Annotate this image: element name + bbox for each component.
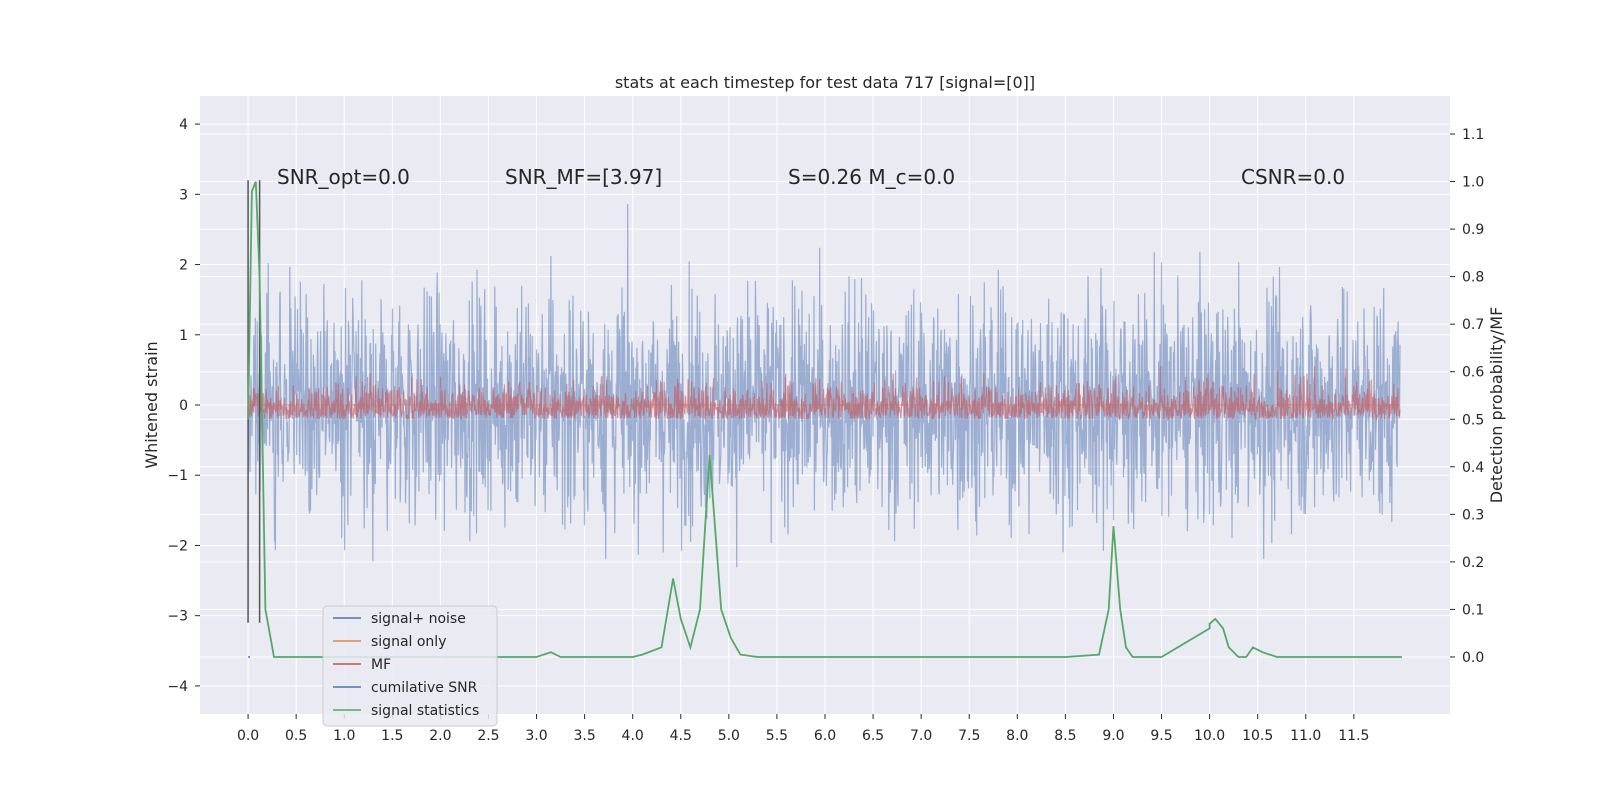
- x-tick-label: 8.0: [1006, 728, 1028, 744]
- y-tick-label: 1: [179, 328, 188, 344]
- legend-label-signal-only: signal only: [371, 634, 446, 650]
- y2-tick-label: 0.8: [1462, 270, 1484, 286]
- legend: signal+ noise signal only MF cumilative …: [322, 605, 498, 727]
- x-tick-label: 1.5: [381, 728, 403, 744]
- x-tick-label: 4.0: [622, 728, 644, 744]
- x-tick-label: 7.0: [910, 728, 932, 744]
- y2-tick-label: 1.0: [1462, 175, 1484, 191]
- legend-label-cumulative-snr: cumilative SNR: [371, 680, 478, 696]
- y2-tick-label: 0.3: [1462, 507, 1484, 523]
- x-tick-label: 1.0: [333, 728, 355, 744]
- y-tick-label: 0: [179, 398, 188, 414]
- x-tick-label: 4.5: [670, 728, 692, 744]
- y2-tick-label: 0.2: [1462, 555, 1484, 571]
- annotation-snr-opt: SNR_opt=0.0: [277, 165, 410, 189]
- x-tick-label: 0.0: [237, 728, 259, 744]
- y2-axis-label: Detection probability/MF: [1487, 307, 1506, 504]
- x-tick-label: 3.0: [525, 728, 547, 744]
- x-tick-label: 11.0: [1290, 728, 1321, 744]
- annotation-s-mc: S=0.26 M_c=0.0: [788, 165, 955, 189]
- y-tick-label: −1: [167, 468, 188, 484]
- legend-label-mf: MF: [371, 657, 391, 673]
- legend-box: [322, 605, 498, 727]
- series-mf: [247, 365, 1401, 421]
- tick-labels: 0.0 0.5 1.0 1.5 2.0 2.5 3.0 3.5 4.0 4.5 5.0 5.5 6.0 6…: [167, 117, 1484, 744]
- x-tick-label: 2.0: [429, 728, 451, 744]
- y-axis-label: Whitened strain: [142, 341, 161, 468]
- y-tick-label: −2: [167, 538, 188, 554]
- annotation-snr-mf: SNR_MF=[3.97]: [505, 165, 662, 189]
- chart-title: stats at each timestep for test data 717…: [615, 73, 1035, 92]
- x-tick-label: 7.5: [958, 728, 980, 744]
- y-tick-label: −4: [167, 679, 188, 695]
- x-tick-label: 0.5: [285, 728, 307, 744]
- y-tick-label: 3: [179, 187, 188, 203]
- x-tick-label: 9.0: [1102, 728, 1124, 744]
- x-tick-label: 11.5: [1338, 728, 1369, 744]
- x-tick-label: 6.5: [862, 728, 884, 744]
- x-tick-label: 2.5: [477, 728, 499, 744]
- legend-label-signal-noise: signal+ noise: [371, 611, 466, 627]
- legend-label-signal-statistics: signal statistics: [371, 703, 479, 719]
- x-tick-label: 9.5: [1150, 728, 1172, 744]
- x-tick-label: 5.0: [718, 728, 740, 744]
- y2-tick-label: 0.7: [1462, 317, 1484, 333]
- x-tick-label: 5.5: [766, 728, 788, 744]
- annotation-csnr: CSNR=0.0: [1241, 165, 1345, 189]
- y-tick-label: 4: [179, 117, 188, 133]
- y2-tick-label: 0.1: [1462, 602, 1484, 618]
- x-tick-label: 8.5: [1054, 728, 1076, 744]
- y2-tick-label: 0.0: [1462, 650, 1484, 666]
- y2-tick-label: 0.4: [1462, 460, 1484, 476]
- y-tick-label: 2: [179, 258, 188, 274]
- y-tick-label: −3: [167, 609, 188, 625]
- x-tick-label: 10.0: [1194, 728, 1225, 744]
- y2-tick-label: 0.9: [1462, 222, 1484, 238]
- y2-tick-label: 1.1: [1462, 127, 1484, 143]
- y2-tick-label: 0.6: [1462, 365, 1484, 381]
- y2-tick-label: 0.5: [1462, 412, 1484, 428]
- x-tick-label: 3.5: [573, 728, 595, 744]
- x-tick-label: 6.0: [814, 728, 836, 744]
- x-tick-label: 10.5: [1242, 728, 1273, 744]
